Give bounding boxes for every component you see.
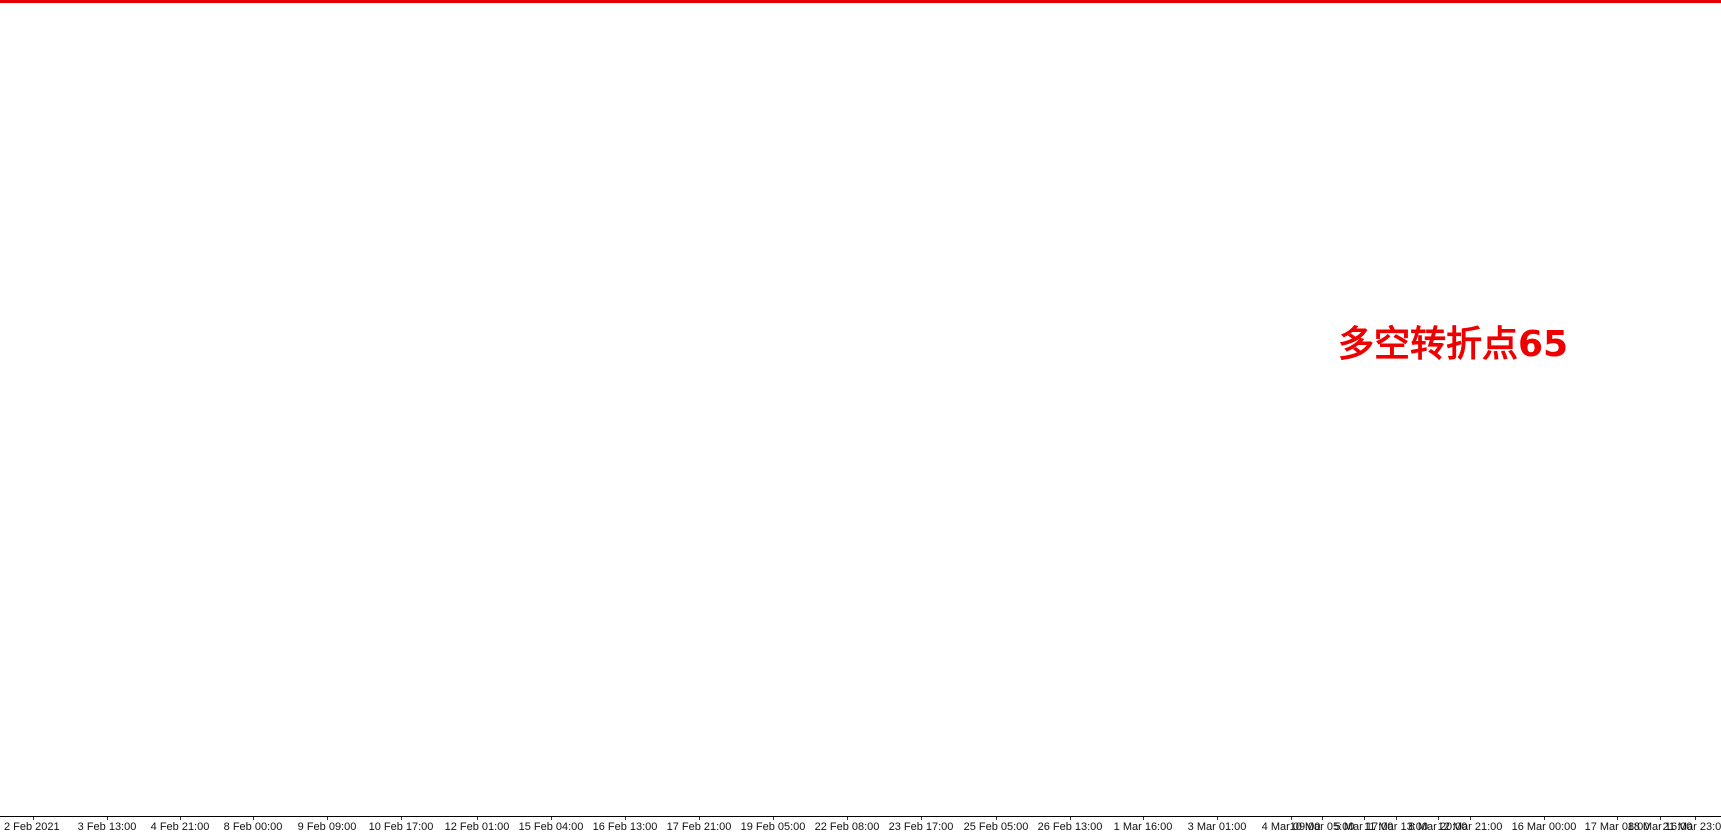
time-axis-mark (33, 817, 34, 820)
time-axis-mark (625, 817, 626, 820)
time-axis-label: 10 Mar 05:00 (1289, 821, 1355, 833)
time-axis-label: 8 Feb 00:00 (223, 821, 283, 833)
time-axis-mark (1364, 817, 1365, 820)
time-axis-mark (327, 817, 328, 820)
time-axis-label: 11 Mar 13:00 (1363, 821, 1429, 833)
time-axis-label: 3 Feb 13:00 (77, 821, 137, 833)
time-axis-mark (1291, 817, 1292, 820)
time-axis-mark (1660, 817, 1661, 820)
time-axis-mark (1217, 817, 1218, 820)
time-axis-label: 12 Mar 21:00 (1437, 821, 1503, 833)
time-axis-label: 2 Feb 2021 (4, 821, 60, 833)
time-axis-label: 21 Mar 23:00 (1662, 821, 1721, 833)
time-axis-label: 8 Mar 20:00 (1408, 821, 1468, 833)
time-axis-label: 16 Mar 00:00 (1511, 821, 1577, 833)
time-axis-label: 17 Feb 21:00 (666, 821, 732, 833)
time-axis-mark (1617, 817, 1618, 820)
time-axis-label: 23 Feb 17:00 (888, 821, 954, 833)
time-axis-label: 4 Feb 21:00 (150, 821, 210, 833)
time-axis-mark (107, 817, 108, 820)
time-axis-mark (921, 817, 922, 820)
time-axis-label: 12 Feb 01:00 (444, 821, 510, 833)
time-axis-mark (1695, 817, 1696, 820)
annotation-text: 多空转折点65 (1338, 324, 1569, 365)
time-axis-label: 19 Feb 05:00 (740, 821, 806, 833)
time-axis-mark (551, 817, 552, 820)
time-axis-label: 4 Mar 09:00 (1261, 821, 1321, 833)
time-axis-label: 25 Feb 05:00 (963, 821, 1029, 833)
time-axis-mark (1322, 817, 1323, 820)
time-axis-mark (847, 817, 848, 820)
time-axis-label: 5 Mar 17:00 (1334, 821, 1394, 833)
time-axis-label: 3 Mar 01:00 (1187, 821, 1247, 833)
time-axis-label: 22 Feb 08:00 (814, 821, 880, 833)
time-axis-label: 18 Mar 16:00 (1627, 821, 1693, 833)
time-axis-label: 15 Feb 04:00 (518, 821, 584, 833)
time-axis-mark (1143, 817, 1144, 820)
time-axis-label: 1 Mar 16:00 (1113, 821, 1173, 833)
time-axis-mark (401, 817, 402, 820)
time-axis-mark (1070, 817, 1071, 820)
time-axis-mark (180, 817, 181, 820)
resistance-line-72 (0, 0, 1721, 3)
time-axis-mark (1470, 817, 1471, 820)
time-axis-label: 10 Feb 17:00 (368, 821, 434, 833)
time-axis-mark (699, 817, 700, 820)
time-axis-label: 16 Feb 13:00 (592, 821, 658, 833)
time-axis-mark (773, 817, 774, 820)
time-axis-mark (996, 817, 997, 820)
time-axis-mark (253, 817, 254, 820)
time-axis-mark (1396, 817, 1397, 820)
time-axis-mark (1544, 817, 1545, 820)
time-axis-mark (477, 817, 478, 820)
time-axis-label: 26 Feb 13:00 (1037, 821, 1103, 833)
time-axis-label: 17 Mar 08:00 (1584, 821, 1650, 833)
time-axis[interactable]: 2 Feb 2021 3 Feb 13:00 4 Feb 21:00 8 Feb 00… (0, 816, 1721, 838)
time-axis-label: 9 Feb 09:00 (297, 821, 357, 833)
time-axis-mark (1438, 817, 1439, 820)
